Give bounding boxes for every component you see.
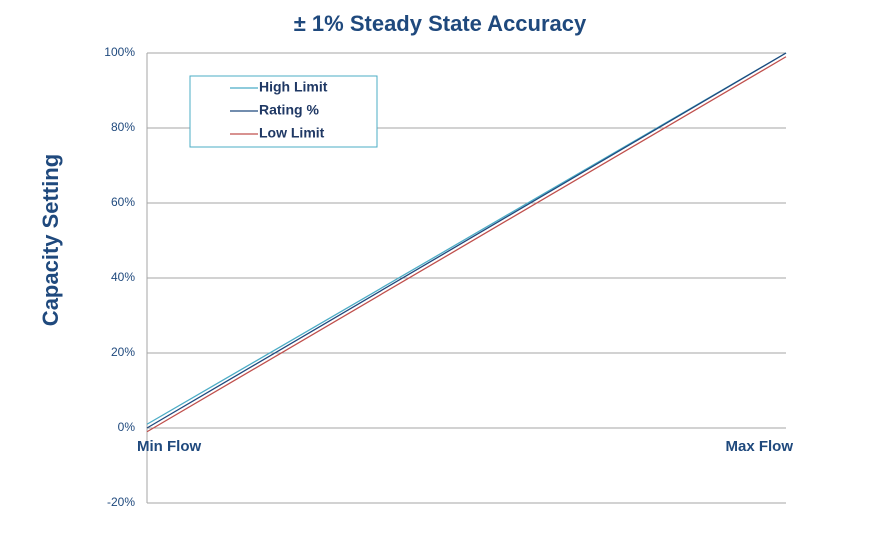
legend-label: Low Limit	[259, 125, 325, 141]
series-line	[146, 52, 787, 429]
legend-box	[189, 75, 378, 148]
chart-title: ± 1% Steady State Accuracy	[294, 11, 587, 36]
y-tick-label: -20%	[107, 495, 135, 509]
x-tick-label: Min Flow	[137, 438, 201, 455]
y-tick-label: 40%	[111, 270, 135, 284]
y-tick-label: 100%	[104, 45, 135, 59]
y-axis-title: Capacity Setting	[38, 154, 63, 326]
y-tick-label: 0%	[118, 420, 136, 434]
y-tick-label: 20%	[111, 345, 135, 359]
x-tick-label: Max Flow	[725, 438, 793, 455]
legend-label: High Limit	[259, 79, 328, 95]
y-tick-label: 80%	[111, 120, 135, 134]
y-tick-label: 60%	[111, 195, 135, 209]
series-line	[146, 56, 787, 433]
legend-label: Rating %	[259, 102, 319, 118]
